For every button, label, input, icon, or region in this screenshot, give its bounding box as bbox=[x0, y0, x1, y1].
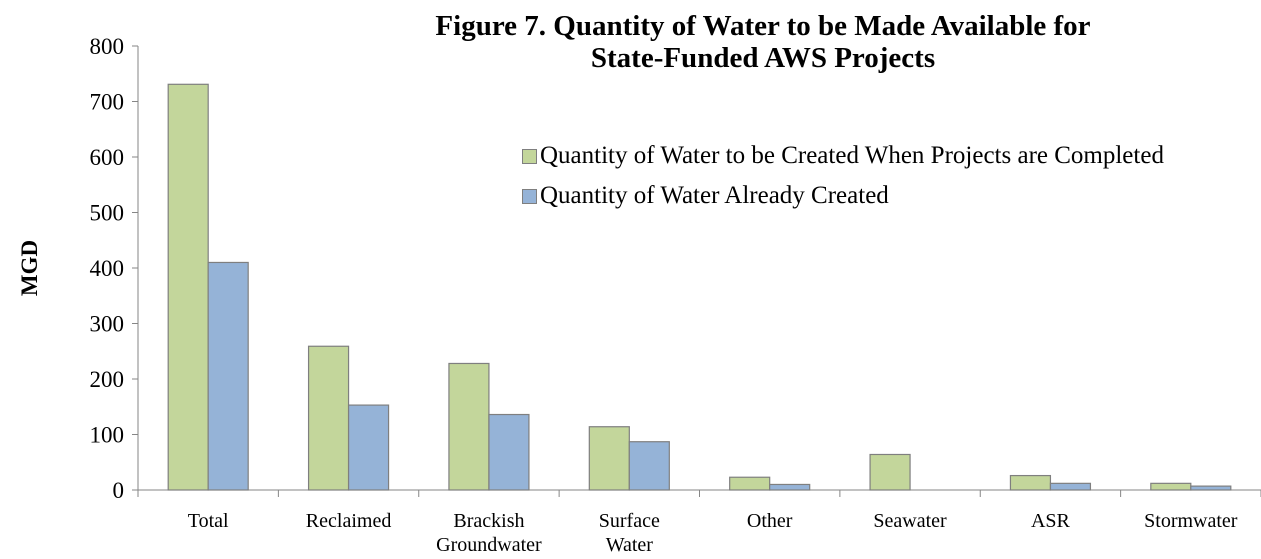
bar bbox=[307, 345, 350, 491]
x-tick-label: Brackish Groundwater bbox=[436, 510, 542, 556]
bar bbox=[167, 83, 209, 491]
x-tick-label: Total bbox=[188, 510, 229, 532]
chart-title: Figure 7. Quantity of Water to be Made A… bbox=[435, 10, 1091, 74]
y-tick-label: 0 bbox=[113, 478, 125, 503]
y-tick-label: 400 bbox=[90, 256, 125, 281]
y-tick-label: 600 bbox=[90, 145, 125, 170]
bar bbox=[1049, 482, 1092, 491]
legend-label: Quantity of Water to be Created When Pro… bbox=[540, 142, 1164, 169]
x-tick-label: Stormwater bbox=[1144, 510, 1238, 532]
bar bbox=[769, 483, 811, 491]
y-axis-label: MGD bbox=[17, 240, 42, 296]
bar bbox=[347, 404, 390, 491]
bar bbox=[588, 426, 630, 491]
legend-swatch bbox=[522, 189, 537, 204]
x-tick-label-line: Brackish bbox=[453, 510, 524, 532]
y-tick-label: 200 bbox=[90, 367, 125, 392]
x-tick-label: ASR bbox=[1031, 510, 1071, 532]
bar bbox=[207, 261, 249, 491]
bar bbox=[488, 413, 530, 491]
x-tick-label: Other bbox=[747, 510, 793, 532]
x-tick-label: Reclaimed bbox=[306, 510, 392, 532]
bar bbox=[628, 441, 670, 491]
legend-swatch bbox=[522, 149, 537, 164]
x-tick-label-line: Water bbox=[606, 534, 654, 556]
x-tick-label: Seawater bbox=[873, 510, 947, 532]
bar bbox=[1150, 482, 1192, 491]
bar bbox=[448, 362, 490, 491]
bar bbox=[1009, 474, 1052, 491]
x-tick-label-line: Surface bbox=[599, 510, 660, 532]
x-tick-label: Surface Water bbox=[599, 510, 660, 556]
legend-label: Quantity of Water Already Created bbox=[540, 182, 889, 209]
y-tick-label: 300 bbox=[90, 312, 125, 337]
legend-item: Quantity of Water Already Created bbox=[522, 180, 1212, 211]
legend: Quantity of Water to be Created When Pro… bbox=[522, 140, 1212, 220]
x-tick-label-line: Groundwater bbox=[436, 534, 542, 556]
legend-item: Quantity of Water to be Created When Pro… bbox=[522, 140, 1212, 171]
y-tick-label: 500 bbox=[90, 201, 125, 226]
bar bbox=[869, 453, 911, 491]
y-tick-label: 800 bbox=[90, 34, 125, 59]
y-tick-label: 700 bbox=[90, 90, 125, 115]
bar bbox=[729, 476, 771, 491]
y-tick-label: 100 bbox=[90, 423, 125, 448]
bar bbox=[1190, 485, 1232, 491]
